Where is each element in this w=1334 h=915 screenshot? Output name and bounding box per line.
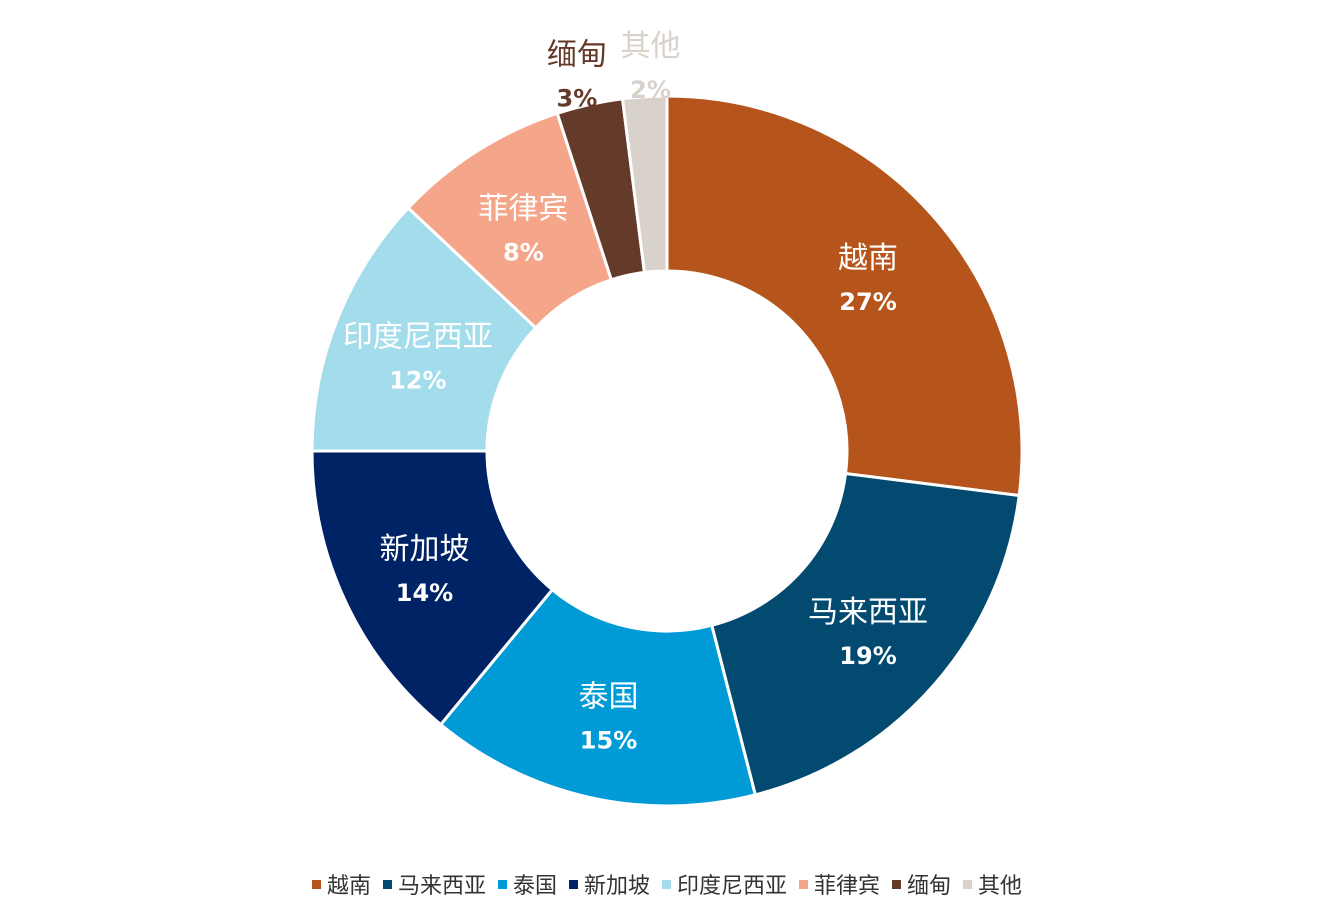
legend-item: 菲律宾 xyxy=(799,868,880,900)
slice-label-name: 其他 xyxy=(621,29,681,64)
slice-label-value: 8% xyxy=(503,239,544,267)
legend-label: 菲律宾 xyxy=(814,874,881,899)
slice-label-value: 27% xyxy=(839,288,896,316)
slice-label-name: 马来西亚 xyxy=(808,595,928,630)
slice-label-value: 19% xyxy=(839,642,896,670)
legend-item: 缅甸 xyxy=(892,868,951,900)
slice-label-name: 印度尼西亚 xyxy=(343,319,493,354)
legend-swatch xyxy=(568,879,578,889)
chart-slices xyxy=(310,94,1024,808)
slice-label-value: 3% xyxy=(557,84,598,112)
legend-item: 越南 xyxy=(311,868,371,900)
legend-swatch xyxy=(382,879,392,889)
slice-label-name: 泰国 xyxy=(579,680,639,715)
chart-labels: 越南 27% 马来西亚 19% 泰国 15% 新加坡 14% 印度尼西亚 12% 菲律宾 8% 缅甸 3%… xyxy=(343,29,928,755)
chart-legend: 越南 马来西亚 泰国 新加坡 印度尼西亚 菲律宾 缅甸 其他 xyxy=(0,866,1334,902)
legend-swatch xyxy=(892,879,902,889)
slice-label-value: 14% xyxy=(396,579,453,607)
slice-label-value: 15% xyxy=(580,727,637,755)
slice-label-name: 新加坡 xyxy=(380,532,470,567)
slice-3 xyxy=(438,587,758,808)
legend-label: 泰国 xyxy=(512,874,557,899)
slice-label-value: 12% xyxy=(389,366,446,394)
slice-5 xyxy=(310,205,538,453)
legend-swatch xyxy=(311,879,321,889)
slice-8 xyxy=(620,94,669,275)
legend-item: 泰国 xyxy=(497,868,557,900)
slice-label-name: 缅甸 xyxy=(547,37,607,72)
slice-label-value: 2% xyxy=(630,76,671,104)
legend-swatch xyxy=(497,879,507,889)
legend-swatch xyxy=(662,879,671,889)
legend-swatch xyxy=(799,879,809,889)
legend-item: 印度尼西亚 xyxy=(662,868,787,900)
legend-label: 新加坡 xyxy=(583,874,650,899)
legend-item: 马来西亚 xyxy=(382,868,486,900)
legend-label: 越南 xyxy=(326,874,371,899)
legend-swatch xyxy=(963,879,973,889)
legend-label: 印度尼西亚 xyxy=(677,874,788,899)
legend-label: 其他 xyxy=(978,874,1023,899)
slice-label-name: 菲律宾 xyxy=(478,192,568,227)
legend-item: 其他 xyxy=(963,868,1022,900)
slice-label-name: 越南 xyxy=(838,241,898,276)
slice-2 xyxy=(709,471,1021,797)
slice-4 xyxy=(310,449,555,727)
legend-label: 缅甸 xyxy=(907,874,952,899)
legend-label: 马来西亚 xyxy=(397,874,486,899)
slice-1 xyxy=(665,94,1024,498)
legend-item: 新加坡 xyxy=(568,868,650,900)
